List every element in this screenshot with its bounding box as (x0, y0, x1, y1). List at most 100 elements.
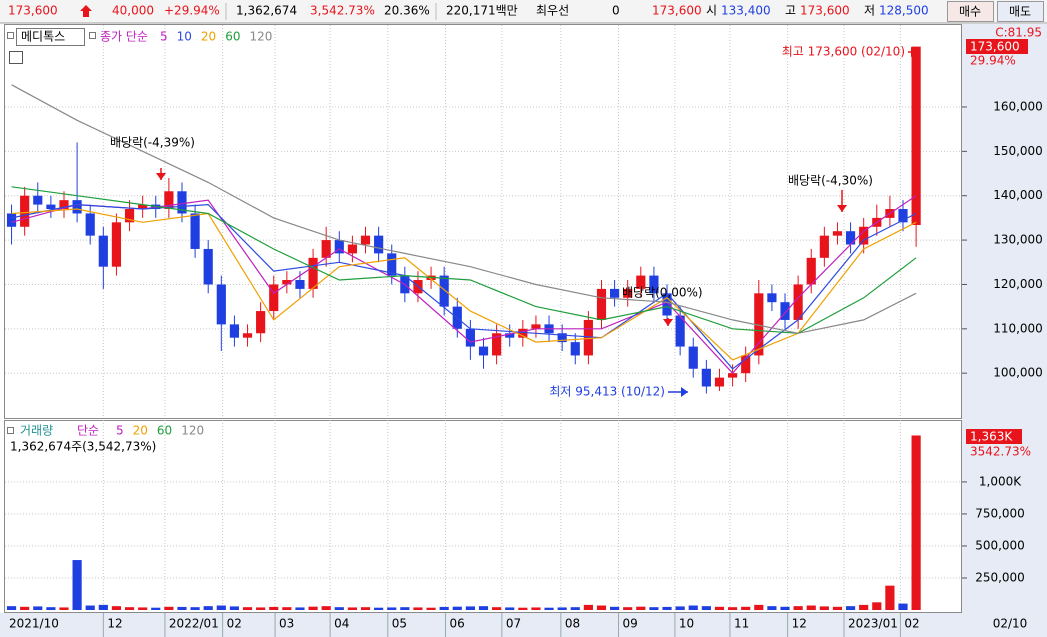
volume-bar (518, 607, 528, 610)
change: 40,000 (112, 4, 154, 18)
sell-button[interactable] (997, 1, 1044, 22)
candle-body (636, 275, 646, 289)
x-tick-label: 08 (565, 617, 580, 631)
volume-bar (754, 604, 764, 610)
candle-body (295, 280, 305, 289)
volume-bar (610, 606, 620, 610)
candle-body (203, 248, 213, 285)
candle-body (124, 209, 135, 223)
annotation: 배당락(-4,39%) (110, 136, 195, 150)
price-legend: 메디톡스 종가 단순 (7, 28, 148, 64)
candle-body (727, 373, 738, 378)
volume-bar (203, 606, 213, 610)
annotation-arrowhead (156, 173, 166, 180)
x-tick-label: 11 (734, 617, 749, 631)
candle-body (72, 200, 82, 214)
sell-label[interactable]: 매도 (1009, 5, 1031, 19)
x-tick-label: 12 (107, 617, 122, 631)
price: 173,600 (8, 4, 58, 18)
volume-bar (426, 607, 436, 610)
extra-label: C:81.95 (995, 26, 1042, 40)
candle-body (98, 235, 108, 267)
candle-body (59, 200, 69, 210)
candle-body (282, 280, 292, 285)
candle-body (229, 324, 240, 338)
candle-body (347, 244, 357, 254)
volume-bar (505, 607, 515, 610)
ma-line (11, 186, 917, 334)
candle-body (518, 328, 528, 338)
candle-body (845, 231, 856, 245)
change-label: 3542.73% (970, 445, 1031, 459)
change-label: 29.94% (970, 54, 1016, 68)
last-date: 02/10 (993, 617, 1028, 631)
candle-body (780, 302, 790, 320)
volume-bar (413, 607, 423, 610)
volume-bar (177, 606, 187, 610)
legend-entry: 60 (157, 424, 172, 438)
x-tick-label: 02 (904, 617, 919, 631)
volume-bar (492, 607, 502, 610)
candle-body (242, 333, 253, 338)
volume-bar (256, 607, 266, 610)
volume-bar (321, 606, 331, 610)
candle-body (832, 231, 843, 236)
volume-bar (767, 606, 777, 610)
candle-body (596, 288, 607, 320)
legend-entry: 5 (160, 30, 168, 44)
legend-icon (89, 32, 96, 39)
candle-body (819, 235, 829, 258)
candle-body (360, 235, 371, 245)
volume-rate: 3,542.73% (310, 4, 375, 18)
volume-bar (269, 606, 279, 610)
legend-icon (7, 32, 14, 39)
buy-label[interactable]: 매수 (959, 5, 981, 19)
volume-bar (59, 607, 69, 610)
annotation: 최저 95,413 (10/12) (549, 385, 665, 399)
volume-bar (400, 607, 410, 610)
x-tick-label: 07 (506, 617, 521, 631)
y-tick-label: 750,000 (975, 506, 1025, 520)
y-tick-label: 150,000 (993, 144, 1043, 158)
volume-bar (85, 605, 95, 610)
last-price-label: 173,600 (970, 40, 1020, 54)
candle-body (111, 222, 122, 267)
open: 133,400 (721, 4, 771, 18)
volume-bar (282, 607, 292, 610)
buy-button[interactable] (947, 1, 994, 22)
volume-bar (387, 607, 397, 610)
legend-entry: 5 (116, 424, 124, 438)
volume-bar (334, 607, 344, 610)
candle-body (321, 240, 331, 258)
volume-bar (138, 607, 148, 610)
volume-bar (242, 607, 253, 610)
candle-body (898, 209, 908, 223)
volume-bar (374, 607, 384, 610)
candle-body (662, 293, 672, 316)
volume-bar (452, 606, 462, 610)
annotation-arrowhead (911, 47, 918, 57)
candle-body (465, 328, 475, 347)
annotation-arrowhead (837, 205, 847, 212)
legend-entry: 10 (177, 30, 192, 44)
candle-body (767, 293, 777, 303)
candle-body (190, 213, 200, 249)
volume-bar (557, 607, 567, 610)
volume-bar (872, 602, 882, 610)
candle-body (570, 342, 580, 356)
candle-body (492, 333, 502, 356)
legend-entry: 120 (249, 30, 272, 44)
open-label: 시 (706, 4, 717, 18)
candle-body (610, 288, 620, 298)
candle-body (374, 235, 384, 254)
up-arrow (80, 5, 92, 17)
candle-body (308, 257, 318, 289)
volume-bar (151, 607, 161, 610)
candle-body (531, 324, 541, 329)
volume-bar (714, 606, 725, 610)
amount: 220,171백만 (446, 4, 518, 18)
x-tick-label: 09 (623, 617, 638, 631)
candle-body (387, 253, 397, 276)
x-tick-label: 2022/01 (169, 617, 219, 631)
